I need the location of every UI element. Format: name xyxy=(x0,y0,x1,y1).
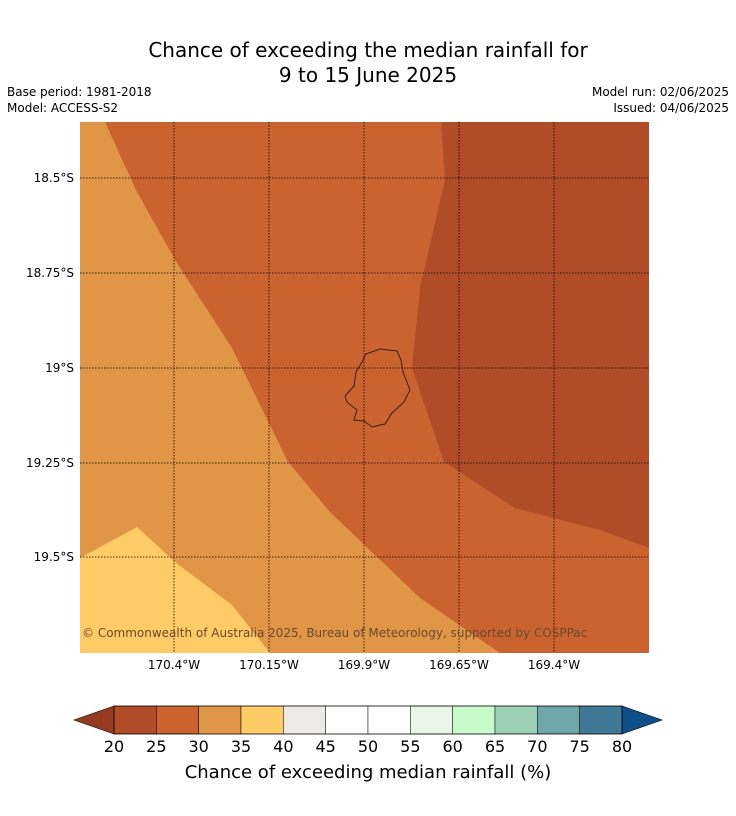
colorbar-segment xyxy=(325,705,369,735)
colorbar-segment xyxy=(240,705,284,735)
colorbar-tick-label: 75 xyxy=(569,737,590,756)
lon-label-169-4: 169.4°W xyxy=(527,658,581,672)
colorbar-segment xyxy=(283,705,326,735)
title-line-1: Chance of exceeding the median rainfall … xyxy=(148,38,588,62)
colorbar-tick-label: 30 xyxy=(188,737,209,756)
colorbar-tick-label: 70 xyxy=(527,737,548,756)
map-panel xyxy=(80,122,649,653)
lat-label-18-75: 18.75°S xyxy=(26,266,74,280)
colorbar-tick-label: 25 xyxy=(146,737,167,756)
issued-date: Issued: 04/06/2025 xyxy=(613,101,729,115)
lon-label-169-65: 169.65°W xyxy=(429,658,489,672)
colorbar-segment xyxy=(113,705,157,735)
base-period: Base period: 1981-2018 xyxy=(7,85,152,99)
colorbar-tick-label: 20 xyxy=(103,737,125,756)
lat-label-18-5: 18.5°S xyxy=(33,171,74,185)
band-35-40 xyxy=(80,527,270,653)
map-title: Chance of exceeding the median rainfall … xyxy=(0,38,736,88)
lat-label-19-25: 19.25°S xyxy=(26,456,74,470)
colorbar-under-arrow xyxy=(73,705,115,735)
colorbar-frame xyxy=(113,705,623,735)
colorbar-label: Chance of exceeding median rainfall (%) xyxy=(184,762,552,783)
title-line-2: 9 to 15 June 2025 xyxy=(278,63,458,87)
copyright-notice: © Commonwealth of Australia 2025, Bureau… xyxy=(82,626,588,640)
colorbar-segment xyxy=(537,705,580,735)
colorbar-tick-label: 60 xyxy=(442,737,463,756)
colorbar-tick-label: 55 xyxy=(400,737,421,756)
colorbar-tick-label: 50 xyxy=(357,737,379,756)
colorbar-segment xyxy=(452,705,496,735)
colorbar-tick-label: 35 xyxy=(230,737,252,756)
colorbar-segment xyxy=(494,705,538,735)
metadata-left: Base period: 1981-2018 Model: ACCESS-S2 xyxy=(7,84,152,116)
colorbar-segment xyxy=(367,705,411,735)
lat-label-19-5: 19.5°S xyxy=(33,550,74,564)
colorbar-tick-label: 65 xyxy=(484,737,506,756)
lon-label-170-4: 170.4°W xyxy=(147,658,201,672)
graticule xyxy=(80,122,649,653)
lat-label-19: 19°S xyxy=(45,361,74,375)
colorbar-tick-label: 80 xyxy=(611,737,633,756)
colorbar-tick-label: 45 xyxy=(315,737,336,756)
lon-label-170-15: 170.15°W xyxy=(239,658,299,672)
colorbar-segment xyxy=(410,705,453,735)
lon-label-169-9: 169.9°W xyxy=(337,658,391,672)
colorbar-segment xyxy=(198,705,242,735)
colorbar-segment xyxy=(156,705,199,735)
island-coastline xyxy=(344,348,411,428)
band-20-25 xyxy=(412,122,649,548)
model-run: Model run: 02/06/2025 xyxy=(591,85,729,99)
metadata-right: Model run: 02/06/2025 Issued: 04/06/2025 xyxy=(592,84,729,116)
colorbar-segments xyxy=(113,705,623,735)
colorbar-segment xyxy=(579,705,623,735)
colorbar xyxy=(73,705,663,735)
colorbar-over-arrow xyxy=(621,705,663,735)
colorbar-tick-label: 40 xyxy=(273,737,294,756)
model-name: Model: ACCESS-S2 xyxy=(7,101,119,115)
